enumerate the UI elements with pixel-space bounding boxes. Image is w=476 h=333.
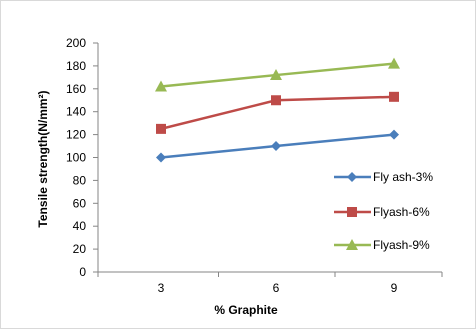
y-tick-label: 200 [66, 36, 86, 50]
x-tick-label: 6 [273, 281, 280, 295]
legend-label: Flyash-6% [373, 205, 430, 219]
data-point [156, 123, 166, 134]
legend-item: Flyash-6% [334, 205, 430, 219]
series-lines [155, 57, 400, 163]
data-point [156, 152, 166, 163]
legend-marker [346, 239, 358, 250]
data-point [389, 129, 399, 140]
data-point [271, 141, 281, 152]
data-point [388, 57, 400, 69]
y-tick-label: 60 [73, 196, 87, 210]
data-point [271, 95, 281, 106]
series-3 [155, 57, 400, 92]
legend: Fly ash-3% Flyash-6% Flyash-9% [334, 170, 433, 252]
legend-marker [347, 207, 357, 217]
y-tick-label: 80 [73, 173, 87, 187]
data-point [155, 80, 167, 92]
legend-item: Flyash-9% [334, 238, 430, 252]
series-1 [156, 129, 399, 163]
legend-marker [347, 172, 357, 182]
y-tick-label: 120 [66, 128, 86, 142]
y-tick-label: 160 [66, 82, 86, 96]
y-axis-label: Tensile strength(N/mm²) [36, 90, 50, 227]
axes: 0 20 40 60 80 100 120 140 160 180 200 3 6 9 [66, 36, 443, 295]
x-tick-label: 3 [158, 281, 165, 295]
y-tick-label: 20 [73, 242, 87, 256]
legend-label: Fly ash-3% [373, 170, 433, 184]
line-chart: 0 20 40 60 80 100 120 140 160 180 200 3 6 9 Fly ash-3… [36, 36, 443, 317]
legend-item: Fly ash-3% [334, 170, 433, 184]
series-2 [156, 91, 399, 134]
x-tick-label: 9 [391, 281, 398, 295]
x-axis-label: % Graphite [214, 303, 278, 317]
y-tick-label: 40 [73, 219, 87, 233]
legend-label: Flyash-9% [373, 238, 430, 252]
data-point [389, 91, 399, 102]
data-point [270, 69, 282, 81]
y-tick-label: 180 [66, 59, 86, 73]
y-tick-label: 0 [79, 265, 86, 279]
y-tick-label: 100 [66, 151, 86, 165]
y-tick-label: 140 [66, 105, 86, 119]
